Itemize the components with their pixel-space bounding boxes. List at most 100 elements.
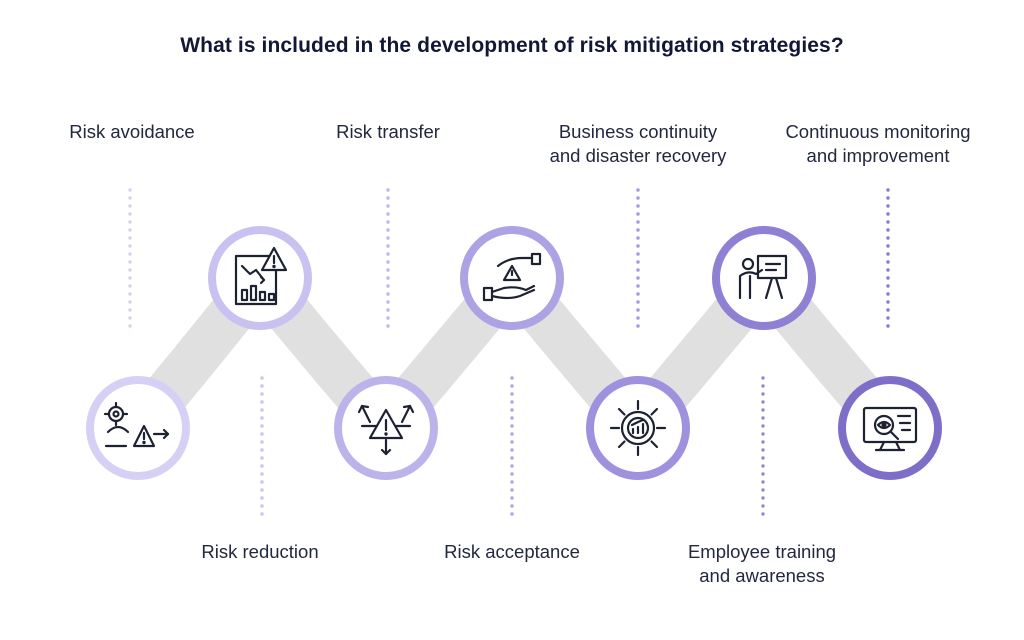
guide-dot xyxy=(260,512,264,516)
guide-dot xyxy=(386,244,390,248)
guide-dot xyxy=(636,188,640,192)
guide-dot xyxy=(260,392,264,396)
guide-dot xyxy=(636,204,640,208)
warning-exit-arrows-icon xyxy=(357,404,415,456)
guide-dot xyxy=(128,268,132,272)
guide-dot xyxy=(260,456,264,460)
guide-dot xyxy=(636,324,640,328)
guide-dot xyxy=(386,228,390,232)
guide-dot xyxy=(886,260,890,264)
guide-dot xyxy=(260,416,264,420)
guide-dot xyxy=(128,284,132,288)
guide-dot xyxy=(636,252,640,256)
guide-dot xyxy=(386,260,390,264)
guide-dot xyxy=(886,276,890,280)
guide-dot xyxy=(761,480,765,484)
guide-dot xyxy=(128,188,132,192)
guide-dot xyxy=(510,408,514,412)
guide-dot xyxy=(636,236,640,240)
guide-dot xyxy=(510,376,514,380)
guide-dot xyxy=(886,300,890,304)
guide-dot xyxy=(386,300,390,304)
guide-dot xyxy=(761,416,765,420)
guide-dot xyxy=(636,260,640,264)
guide-dot xyxy=(510,472,514,476)
node-risk-acceptance xyxy=(460,226,564,330)
node-continuous-monitoring xyxy=(838,376,942,480)
guide-dot xyxy=(386,316,390,320)
guide-dot xyxy=(886,220,890,224)
guide-dot xyxy=(386,268,390,272)
guide-dot xyxy=(636,212,640,216)
guide-dot xyxy=(128,308,132,312)
guide-dot xyxy=(128,220,132,224)
guide-dot xyxy=(636,228,640,232)
guide-dot xyxy=(761,456,765,460)
guide-dot xyxy=(510,400,514,404)
guide-dot xyxy=(260,480,264,484)
guide-dot xyxy=(636,316,640,320)
guide-dot xyxy=(260,496,264,500)
guide-dot xyxy=(128,228,132,232)
step-label-risk-acceptance: Risk acceptance xyxy=(444,541,580,562)
guide-dot xyxy=(386,308,390,312)
guide-dot xyxy=(761,432,765,436)
guide-dot xyxy=(886,292,890,296)
guide-dot xyxy=(761,440,765,444)
icons xyxy=(103,246,918,457)
guide-dot xyxy=(260,440,264,444)
guide-dot xyxy=(761,496,765,500)
guide-dot xyxy=(128,316,132,320)
guide-dot xyxy=(761,512,765,516)
guide-dot xyxy=(636,284,640,288)
guide-dot xyxy=(636,220,640,224)
guide-dot xyxy=(636,268,640,272)
guide-dot xyxy=(386,236,390,240)
guide-dot xyxy=(886,324,890,328)
step-label-continuous-monitoring: Continuous monitoring and improvement xyxy=(785,121,971,166)
guide-dot xyxy=(128,324,132,328)
guide-dot xyxy=(886,284,890,288)
decline-report-warning-icon xyxy=(234,246,288,306)
guide-dot xyxy=(510,416,514,420)
guide-dot xyxy=(386,324,390,328)
guide-dot xyxy=(386,252,390,256)
guide-dot xyxy=(128,300,132,304)
guide-dot xyxy=(886,244,890,248)
guide-dot xyxy=(886,196,890,200)
guide-dot xyxy=(886,252,890,256)
guide-dot xyxy=(386,188,390,192)
guide-dot xyxy=(761,488,765,492)
guide-dot xyxy=(128,252,132,256)
guide-dot xyxy=(510,504,514,508)
guide-dot xyxy=(761,472,765,476)
guide-dot xyxy=(386,196,390,200)
step-label-risk-reduction: Risk reduction xyxy=(201,541,319,562)
guide-dot xyxy=(386,292,390,296)
guide-dot xyxy=(761,464,765,468)
gear-warning-path-icon xyxy=(103,401,170,448)
guide-dot xyxy=(260,504,264,508)
guide-dot xyxy=(510,496,514,500)
guide-dot xyxy=(260,400,264,404)
step-label-risk-transfer: Risk transfer xyxy=(336,121,440,142)
node-risk-avoidance xyxy=(86,376,190,480)
guide-dot xyxy=(128,244,132,248)
step-nodes xyxy=(86,226,942,480)
guide-dot xyxy=(260,384,264,388)
page-title: What is included in the development of r… xyxy=(180,34,844,57)
guide-dot xyxy=(386,284,390,288)
guide-dot xyxy=(386,276,390,280)
guide-dot xyxy=(260,464,264,468)
guide-dot xyxy=(636,196,640,200)
guide-dot xyxy=(636,292,640,296)
guide-dot xyxy=(260,448,264,452)
guide-dot xyxy=(886,228,890,232)
guide-dot xyxy=(128,236,132,240)
guide-dot xyxy=(636,300,640,304)
guide-dot xyxy=(510,392,514,396)
guide-dot xyxy=(510,384,514,388)
guide-dot xyxy=(128,276,132,280)
guide-dot xyxy=(886,308,890,312)
